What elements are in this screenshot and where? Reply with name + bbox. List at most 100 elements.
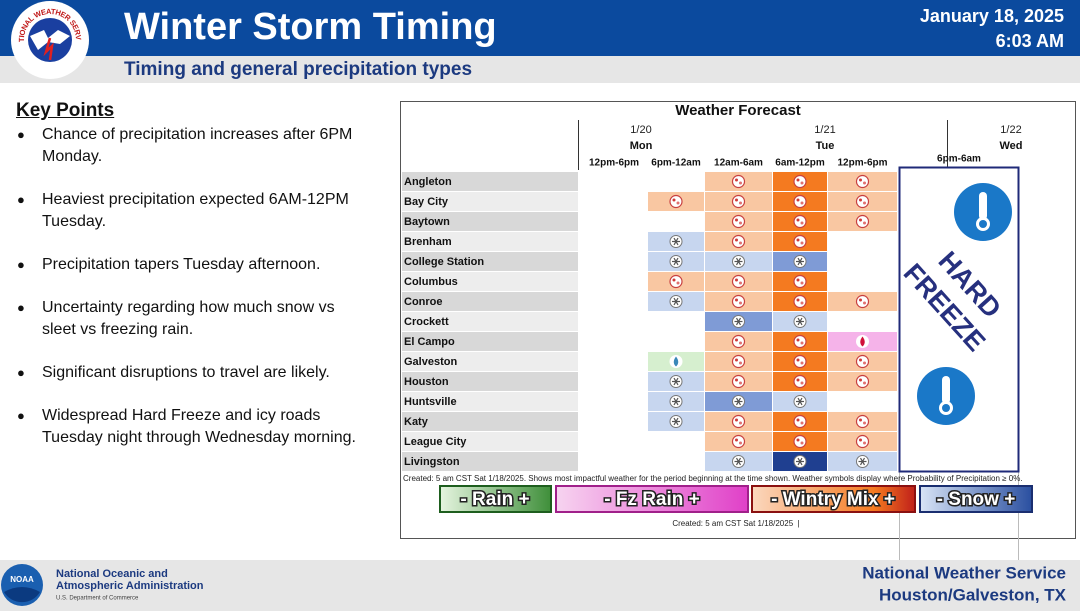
snow-icon-arm [673, 297, 679, 306]
city-label: Katy [404, 416, 429, 428]
mix-icon [731, 274, 746, 289]
forecast-grid: 1/20 Mon 1/21 Tue 1/22 Wed 12pm-6pm 6pm-12am 12a… [402, 124, 1023, 471]
legend-box [555, 485, 749, 513]
period-label: 6am-12pm [775, 158, 825, 169]
mix-icon-dot [796, 198, 800, 202]
mix-icon-dot [739, 221, 742, 225]
mix-icon-dot [735, 198, 738, 202]
city-label: Huntsville [404, 396, 457, 408]
mix-icon [731, 214, 746, 229]
snow-icon-arm [673, 237, 679, 246]
city-label: Brenham [404, 236, 452, 248]
title: Winter Storm Timing [124, 6, 497, 48]
created-note: Created: 5 am CST Sat 1/18/2025 | [672, 519, 799, 528]
mix-icon [731, 354, 746, 369]
day-date: 1/21 [814, 124, 835, 136]
mix-icon-dot [676, 281, 680, 285]
mix-icon-dot [859, 378, 862, 382]
freeze-box [898, 166, 1020, 473]
snow-icon-arm [673, 377, 679, 386]
period-label: 12pm-6pm [837, 158, 887, 169]
city-label: Baytown [404, 216, 450, 228]
mix-icon-dot [796, 218, 800, 222]
mix-icon-dot [739, 421, 742, 425]
mix-icon-dot [859, 198, 862, 202]
mix-icon-dot [859, 418, 862, 422]
thermometer-icon [954, 183, 1012, 241]
mix-icon-dot [863, 361, 866, 365]
forecast-title: Weather Forecast [675, 102, 801, 119]
mix-icon-dot [739, 281, 742, 285]
mix-icon [793, 354, 807, 369]
mix-icon [855, 194, 870, 209]
mix-icon-dot [735, 438, 738, 442]
key-point: Chance of precipitation increases after … [16, 124, 360, 168]
legend-label: - Snow + [937, 489, 1016, 510]
office: National Weather Service [862, 563, 1066, 582]
key-point: Widespread Hard Freeze and icy roads Tue… [16, 405, 360, 449]
mix-icon-dot [735, 358, 738, 362]
snow-icon-arm [859, 457, 866, 466]
mix-icon-dot [859, 298, 862, 302]
mix-icon-dot [739, 441, 742, 445]
city-cell [402, 292, 578, 311]
city-label: El Campo [404, 336, 455, 348]
snow-icon-arm [797, 257, 803, 266]
mix-icon [793, 434, 807, 449]
snow-icon-arm [673, 397, 679, 406]
footer-band [0, 560, 1080, 611]
department: U.S. Department of Commerce [56, 596, 139, 602]
date: January 18, 2025 [920, 6, 1064, 26]
time: 6:03 AM [996, 31, 1064, 51]
key-point: Uncertainty regarding how much snow vs s… [16, 297, 360, 341]
mix-icon [855, 174, 870, 189]
mix-icon-dot [739, 301, 742, 305]
mix-icon-dot [859, 178, 862, 182]
city-cell [402, 272, 578, 291]
mix-icon-dot [796, 238, 800, 242]
mix-icon-dot [796, 298, 800, 302]
mix-icon-dot [800, 341, 804, 345]
agency: National Oceanic and [56, 568, 168, 580]
mix-icon [669, 194, 683, 209]
subtitle: Timing and general precipitation types [124, 59, 472, 80]
key-points: Key Points Chance of precipitation incre… [16, 100, 376, 470]
mix-icon-dot [796, 378, 800, 382]
mix-icon [793, 234, 807, 249]
legend-box [439, 485, 552, 513]
city-label: College Station [404, 256, 484, 268]
mix-icon-dot [739, 381, 742, 385]
period-label: 6pm-12am [651, 158, 701, 169]
city-cell [402, 452, 578, 471]
mix-icon-dot [672, 198, 676, 202]
mix-icon-dot [672, 278, 676, 282]
mix-icon-dot [863, 441, 866, 445]
city-cell [402, 312, 578, 331]
legend-box [919, 485, 1033, 513]
legend-box [751, 485, 916, 513]
mix-icon [669, 274, 683, 289]
day-name: Mon [630, 140, 653, 152]
mix-icon [793, 294, 807, 309]
mix-icon [731, 374, 746, 389]
mix-icon-dot [800, 301, 804, 305]
city-label: Houston [404, 376, 449, 388]
mix-icon [855, 294, 870, 309]
mix-icon-dot [796, 358, 800, 362]
mix-icon-dot [863, 381, 866, 385]
city-label: Crockett [404, 316, 449, 328]
mix-icon-dot [800, 221, 804, 225]
mix-icon-dot [800, 381, 804, 385]
period-label: 6pm-6am [937, 154, 981, 165]
mix-icon [855, 374, 870, 389]
mix-icon [855, 434, 870, 449]
mix-icon [731, 194, 746, 209]
mix-icon-dot [863, 181, 866, 185]
mix-icon-dot [735, 278, 738, 282]
mix-icon [731, 174, 746, 189]
mix-icon [855, 214, 870, 229]
snow-icon-arm [673, 257, 679, 266]
mix-icon [731, 434, 746, 449]
